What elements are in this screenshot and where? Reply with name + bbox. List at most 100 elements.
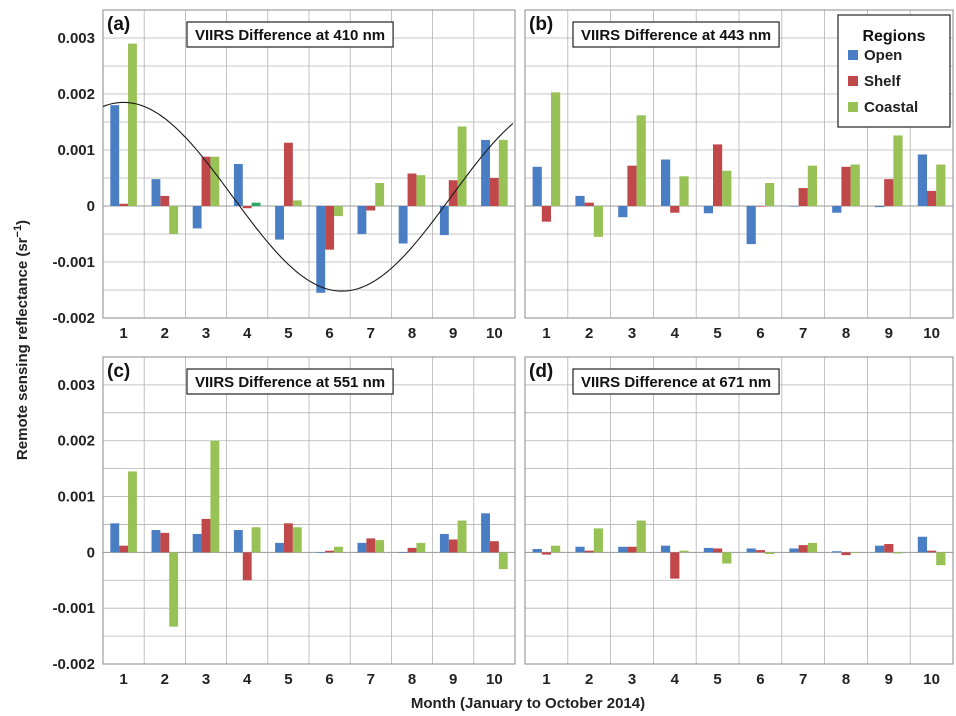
bar-coastal-month-1 [551,92,561,206]
bar-shelf-month-2 [160,195,170,206]
legend-label-open: Open [864,47,902,64]
y-tick-label: 0 [87,198,95,215]
x-tick-label: 10 [923,325,940,342]
panel-title: VIIRS Difference at 443 nm [581,27,771,44]
x-tick-label: 9 [885,325,893,342]
bar-coastal-month-8 [850,164,860,206]
bar-open-month-5 [275,542,284,553]
bar-open-month-10 [481,513,490,553]
legend-label-shelf: Shelf [864,73,902,90]
bar-coastal-month-5 [722,170,732,206]
legend-title: Regions [862,28,925,45]
bar-coastal-month-4 [251,202,261,206]
bar-open-month-5 [275,206,284,240]
bar-coastal-month-7 [807,542,818,553]
bar-open-month-7 [357,206,367,234]
bar-coastal-month-8 [416,175,426,206]
panel-title-box [186,21,394,48]
x-tick-label: 2 [161,325,169,342]
bar-shelf-month-8 [407,547,417,553]
panel-c: 1 2 3 4 5 6 7 8 9 10 0.003 0.002 0.001 0 -0.001 -0.002 (… [52,356,516,688]
bar-open-month-5 [703,206,713,214]
bar-shelf-month-6 [755,550,766,553]
bar-open-month-1 [110,105,120,206]
legend-label-coastal: Coastal [864,99,918,116]
bar-coastal-month-2 [593,528,604,553]
bar-shelf-month-4 [670,206,680,213]
panel-d: 1 2 3 4 5 6 7 8 9 10 (d) VIIRS Difference at 671 nm [524,356,954,688]
bar-shelf-month-8 [841,166,851,206]
bar-coastal-month-6 [765,183,775,206]
bar-coastal-month-7 [375,183,385,206]
bar-open-month-1 [532,549,542,553]
bar-coastal-month-4 [679,176,689,206]
x-tick-label: 9 [449,325,457,342]
bar-coastal-month-4 [251,527,261,553]
y-tick-label: -0.001 [52,600,95,617]
bar-coastal-month-4 [679,550,689,553]
x-tick-label: 5 [713,325,721,342]
x-tick-label: 10 [486,325,503,342]
x-tick-label: 8 [842,671,850,688]
bar-shelf-month-6 [325,550,335,553]
bar-coastal-month-9 [457,520,467,553]
bar-open-month-9 [874,545,885,553]
panel-title-box [186,368,394,395]
bar-shelf-month-1 [119,545,129,553]
x-tick-label: 5 [284,325,292,342]
bar-open-month-4 [233,530,243,553]
bar-open-month-6 [316,552,326,553]
x-tick-label: 5 [284,671,292,688]
panel-title-box [572,21,780,48]
bar-open-month-8 [832,206,842,213]
bar-open-month-7 [789,206,799,207]
x-tick-label: 5 [713,671,721,688]
bar-coastal-month-10 [498,139,508,206]
panel-title: VIIRS Difference at 551 nm [195,374,385,391]
bar-open-month-3 [618,206,628,218]
bar-open-month-3 [192,206,202,229]
bar-shelf-month-5 [712,144,723,206]
bar-open-month-3 [618,546,628,553]
bar-coastal-month-6 [765,552,775,555]
bar-coastal-month-10 [936,552,946,566]
x-tick-label: 3 [202,671,210,688]
bar-open-month-4 [660,545,671,553]
bar-shelf-month-2 [584,550,594,553]
bar-coastal-month-3 [636,520,646,553]
y-tick-label: 0.003 [57,377,95,394]
x-tick-label: 8 [408,325,416,342]
bar-shelf-month-5 [283,523,293,553]
bar-coastal-month-5 [292,527,302,553]
bar-shelf-month-1 [119,203,129,206]
panel-a: 1 2 3 4 5 6 7 8 9 10 0.003 0.002 0.001 0 -0.001 -0.002 (… [52,9,516,342]
panel-title-box [572,368,780,395]
x-axis-label: Month (January to October 2014) [411,695,645,712]
bar-open-month-2 [575,546,585,553]
y-tick-label: 0.002 [57,86,95,103]
y-axis-label: Remote sensing reflectance (sr−1) [12,220,31,460]
x-tick-label: 1 [542,325,550,342]
x-tick-label: 6 [756,325,764,342]
bar-shelf-month-6 [325,206,335,250]
plot-frame [524,9,954,319]
bar-shelf-month-10 [926,190,937,206]
x-tick-label: 3 [628,325,636,342]
bar-open-month-2 [151,179,161,206]
y-tick-label: -0.002 [52,656,95,673]
bar-shelf-month-4 [670,552,680,579]
bar-coastal-month-2 [169,552,179,627]
fit-curve [102,101,514,292]
bar-coastal-month-10 [936,164,946,206]
bar-shelf-month-8 [841,552,851,556]
bar-open-month-2 [151,530,161,553]
bar-shelf-month-2 [160,532,170,553]
bar-shelf-month-10 [489,178,499,206]
x-tick-label: 7 [367,325,375,342]
x-tick-label: 2 [161,671,169,688]
x-tick-label: 10 [923,671,940,688]
bar-shelf-month-1 [541,206,552,222]
y-tick-label: -0.002 [52,310,95,327]
bar-open-month-10 [917,536,927,553]
